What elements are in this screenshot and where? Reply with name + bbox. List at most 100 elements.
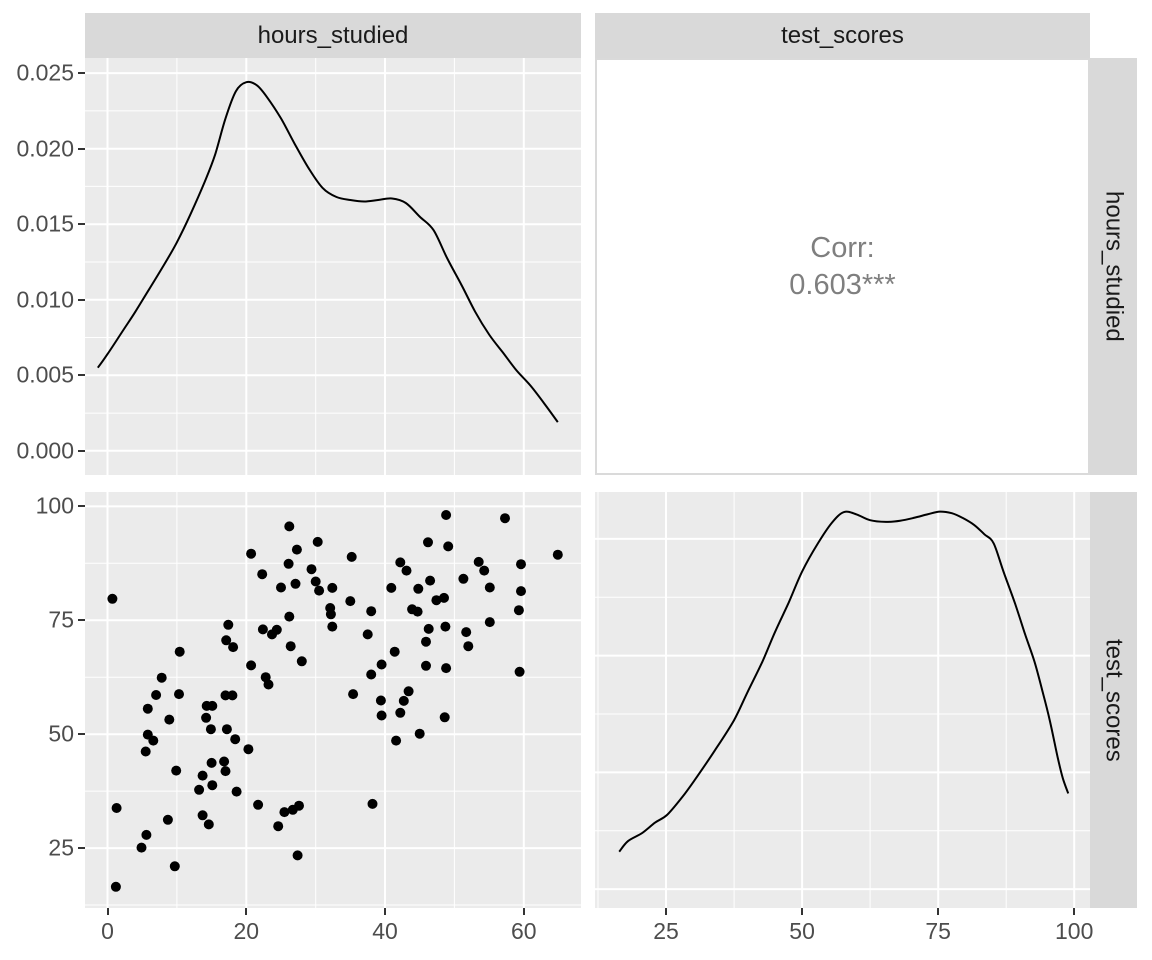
scatter-point (346, 551, 357, 562)
strip-row-test-scores: test_scores (1090, 492, 1137, 908)
scatter-point (479, 565, 490, 576)
scatter-point (207, 700, 218, 711)
scatter-point (516, 586, 526, 597)
scatter-point (263, 679, 274, 690)
strip-label: test_scores (781, 21, 904, 49)
scatter-point (441, 510, 452, 520)
panel-density-hours-studied (85, 58, 581, 475)
x-tick-mark (245, 908, 248, 915)
scatter-point (290, 578, 301, 589)
x-tick-label: 75 (925, 918, 951, 944)
scatter-point (366, 669, 377, 680)
scatter-point (366, 606, 377, 617)
scatter-point (257, 569, 268, 580)
x-tick-mark (937, 908, 940, 915)
scatter-point (421, 660, 431, 671)
scatter-point (207, 780, 218, 791)
scatter-point (206, 757, 217, 768)
scatter-point (148, 735, 159, 746)
y-tick-mark (78, 619, 85, 622)
scatter-point (294, 800, 304, 811)
scatter-point (421, 636, 431, 647)
scatter-point (552, 549, 563, 560)
scatter-point (291, 544, 302, 555)
scatter-point (221, 724, 232, 735)
scatter-point (276, 582, 286, 593)
scatter-point (458, 573, 469, 584)
scatter-point (231, 786, 242, 797)
scatter-point (414, 728, 425, 739)
scatter-point (164, 714, 175, 725)
scatter-point (279, 807, 290, 818)
scatter-point (516, 559, 526, 570)
scatter-point (110, 881, 121, 892)
scatter-point (401, 565, 412, 576)
scatter-point (423, 537, 433, 548)
scatter-point (253, 799, 264, 810)
scatter-point (348, 689, 359, 700)
density-curve (618, 510, 1070, 853)
y-tick-label: 0.025 (16, 59, 74, 86)
scatter-point (443, 541, 454, 552)
scatter-point (484, 617, 495, 628)
scatter-point (412, 606, 423, 617)
scatter-point (205, 724, 216, 735)
x-tick-label: 25 (653, 918, 679, 944)
scatter-point (171, 765, 182, 776)
scatter-point (395, 707, 406, 718)
x-tick-mark (665, 908, 667, 915)
scatter-point (151, 690, 162, 700)
y-tick-mark (78, 298, 85, 301)
strip-row-hours-studied: hours_studied (1090, 58, 1137, 475)
scatter-point (441, 663, 452, 674)
x-tick-mark (801, 908, 804, 915)
y-tick-label: 0.015 (16, 210, 74, 237)
scatter_hours_vs_scores-svg (85, 492, 581, 908)
scatter-point (500, 513, 510, 524)
scatter-point (220, 766, 231, 777)
scatter-point (219, 756, 230, 767)
y-tick-label: 25 (48, 834, 74, 861)
scatter-point (227, 690, 238, 701)
scatter-point (285, 641, 296, 652)
panel-scatter-hours-vs-scores (85, 492, 581, 908)
density_scores-svg (595, 492, 1090, 908)
x-tick-label: 60 (511, 918, 537, 944)
x-tick-label: 40 (372, 918, 398, 944)
scatter-point (440, 621, 451, 632)
strip-label: hours_studied (257, 21, 409, 49)
scatter-point (284, 611, 295, 622)
scatter-point (312, 536, 323, 547)
scatter-point (201, 712, 212, 723)
scatter-point (514, 666, 525, 677)
strip-label: test_scores (1100, 638, 1128, 762)
scatter-point (228, 642, 239, 653)
scatter-point (395, 557, 406, 568)
scatter-point (391, 735, 402, 746)
x-tick-label: 50 (789, 918, 815, 944)
scatter-point (284, 521, 295, 532)
scatter-point (386, 582, 397, 593)
y-tick-label: 0.010 (16, 286, 74, 313)
scatter-point (345, 596, 356, 607)
y-tick-mark (78, 733, 85, 736)
y-tick-label: 0.000 (16, 437, 74, 464)
scatter-point (423, 623, 434, 634)
scatter-point (362, 629, 373, 640)
scatter-point (283, 558, 294, 569)
y-tick-mark (78, 374, 85, 377)
strip-col-test-scores: test_scores (595, 13, 1090, 58)
y-tick-mark (78, 505, 85, 508)
scatter-point (156, 672, 167, 683)
scatter-point (223, 619, 234, 630)
y-tick-label: 0.005 (16, 361, 74, 388)
scatter-point (461, 627, 472, 638)
x-tick-mark (522, 908, 525, 915)
x-tick-label: 20 (233, 918, 260, 944)
scatter-point (327, 621, 338, 632)
scatter-point (169, 861, 180, 872)
scatter-point (271, 624, 282, 635)
scatter-point (292, 850, 303, 861)
scatter-point (439, 712, 450, 723)
